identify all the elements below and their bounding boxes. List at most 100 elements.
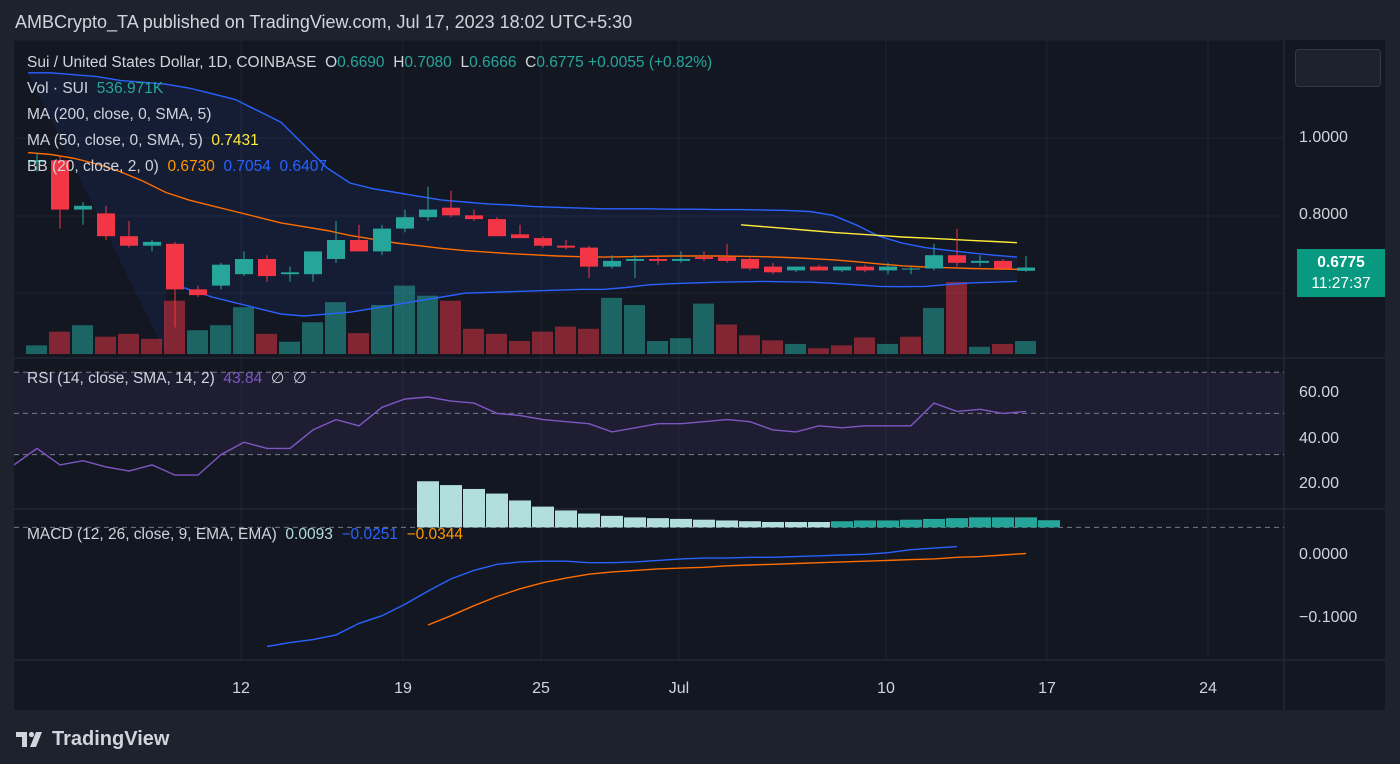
chart-canvas[interactable] (14, 40, 1385, 710)
bollinger-band-fill (28, 72, 1017, 355)
indicator-lines (27, 72, 1018, 317)
volume-bar (394, 285, 415, 354)
macd-histogram-bar (808, 521, 830, 528)
macd-histogram-bar (992, 517, 1014, 528)
macd-histogram-bar (463, 488, 485, 528)
close-value: 0.6775 (536, 54, 584, 71)
last-price: 0.6775 (1317, 254, 1365, 271)
candle-body (511, 234, 529, 239)
volume-legend[interactable]: Vol · SUI 536.971K (27, 80, 163, 98)
publisher-header: AMBCrypto_TA published on TradingView.co… (15, 12, 633, 32)
candle-body (580, 247, 598, 267)
bb-legend[interactable]: BB (20, close, 2, 0) 0.6730 0.7054 0.640… (27, 158, 327, 176)
rsi-legend[interactable]: RSI (14, close, SMA, 14, 2) 43.84 ∅ ∅ (27, 369, 307, 388)
candle-body (787, 266, 805, 271)
macd-histogram-bar (854, 520, 876, 528)
rsi-tick-2: 40.00 (1299, 430, 1340, 447)
bb-lower-line (165, 280, 1018, 317)
candle-body (350, 240, 368, 252)
candle-body (281, 272, 299, 275)
volume-bar (969, 346, 990, 354)
volume-bar (923, 307, 944, 354)
rsi-pane (14, 371, 1284, 476)
candle-body (741, 259, 759, 269)
candle-body (235, 259, 253, 275)
volume-bar (670, 338, 691, 354)
bar-countdown: 11:27:37 (1311, 275, 1371, 292)
high-value: 0.7080 (404, 54, 452, 71)
chart-settings-box[interactable] (1295, 49, 1381, 87)
candle-body (649, 259, 667, 261)
macd-histogram-bar (1038, 520, 1060, 528)
bb-basis-line (27, 151, 1018, 270)
volume-bar (762, 340, 783, 354)
rsi-value: 43.84 (223, 370, 263, 387)
candle-body (902, 268, 920, 270)
volume-bar (233, 307, 254, 354)
macd-histogram-bar (555, 510, 577, 528)
ma50-label: MA (50, close, 0, SMA, 5) (27, 132, 203, 149)
volume-bar (877, 343, 898, 354)
macd-tick-2: −0.1000 (1299, 609, 1358, 626)
candle-body (971, 260, 989, 263)
volume-bar (440, 300, 461, 354)
volume-bar (26, 345, 47, 354)
candle-body (488, 219, 506, 237)
macd-histogram-bar (509, 500, 531, 528)
macd-signal-line (427, 552, 1027, 626)
rsi-na-value-1: ∅ (270, 370, 285, 387)
volume-bar (210, 325, 231, 354)
macd-value: −0.0251 (341, 526, 398, 543)
macd-label: MACD (12, 26, close, 9, EMA, EMA) (27, 526, 277, 543)
volume-bar (946, 282, 967, 354)
volume-bar (279, 341, 300, 354)
volume-bar (992, 343, 1013, 354)
x-label-10: 10 (877, 680, 895, 697)
candle-body (856, 266, 874, 271)
x-label-jul: Jul (668, 680, 690, 697)
volume-bar (739, 335, 760, 354)
candle-body (373, 228, 391, 252)
ma50-line (740, 224, 1018, 244)
macd-legend[interactable]: MACD (12, 26, close, 9, EMA, EMA) 0.0093… (27, 526, 463, 544)
candle-body (166, 243, 184, 290)
low-label: L (460, 54, 470, 71)
symbol-legend[interactable]: Sui / United States Dollar, 1D, COINBASE… (27, 54, 712, 72)
macd-signal-value: −0.0344 (406, 526, 464, 543)
brand-name: TradingView (52, 727, 170, 750)
macd-histogram-bar (923, 518, 945, 528)
chart-panel[interactable]: Sui / United States Dollar, 1D, COINBASE… (14, 40, 1385, 710)
candle-body (212, 264, 230, 286)
macd-histogram-bar (785, 521, 807, 528)
rsi-line (14, 396, 1027, 476)
change-value: +0.0055 (+0.82%) (588, 54, 713, 71)
candle-body (994, 260, 1012, 269)
volume-bar (831, 345, 852, 354)
bb-upper-line (28, 72, 1018, 258)
candlesticks (28, 152, 1035, 328)
volume-bar (624, 305, 645, 354)
candle-body (28, 160, 46, 163)
ma50-legend[interactable]: MA (50, close, 0, SMA, 5) 0.7431 (27, 132, 259, 150)
open-label: O (325, 54, 338, 71)
close-label: C (525, 54, 537, 71)
volume-bar (302, 322, 323, 354)
tradingview-footer[interactable]: TradingView (16, 724, 169, 754)
candle-body (764, 266, 782, 273)
x-label-17: 17 (1038, 680, 1056, 697)
open-value: 0.6690 (337, 54, 385, 71)
volume-bar (808, 348, 829, 354)
symbol-name: Sui / United States Dollar, 1D, COINBASE (27, 54, 317, 71)
bb-fill-area (28, 72, 1017, 355)
macd-histogram-bar (670, 518, 692, 528)
candle-body (557, 245, 575, 248)
candle-body (925, 255, 943, 269)
volume-bar (348, 333, 369, 354)
candle-body (97, 213, 115, 237)
candle-body (603, 260, 621, 267)
candle-body (833, 266, 851, 271)
ma200-legend[interactable]: MA (200, close, 0, SMA, 5) (27, 106, 211, 124)
candle-body (879, 266, 897, 271)
volume-bar (693, 303, 714, 354)
candle-body (51, 160, 69, 210)
